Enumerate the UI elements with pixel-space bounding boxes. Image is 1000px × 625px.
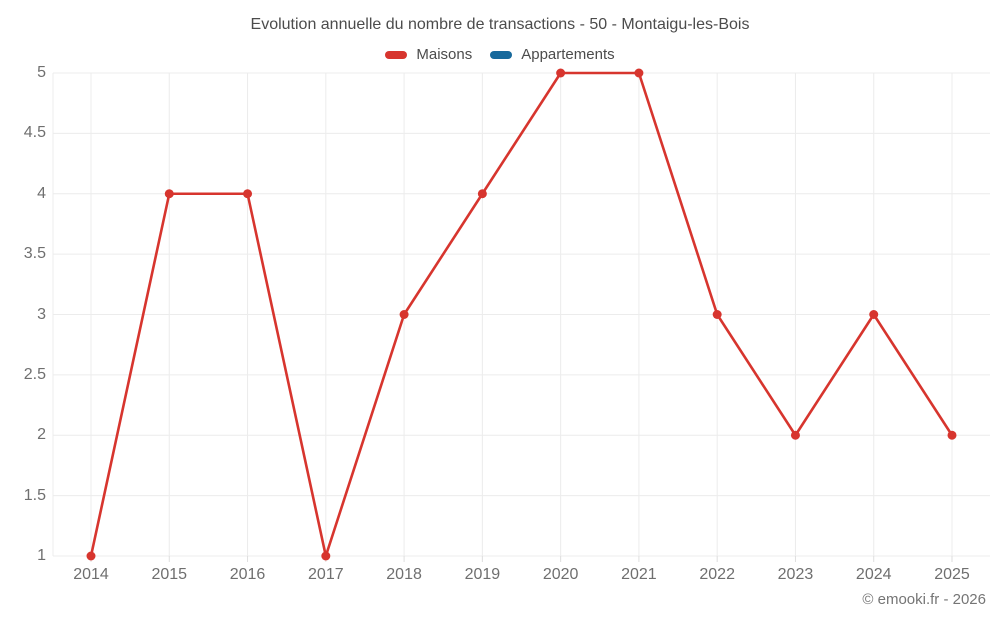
y-tick-label: 1 (37, 547, 46, 564)
legend-label: Maisons (416, 46, 473, 63)
y-tick-label: 4 (37, 184, 46, 202)
data-point-maisons-2014[interactable] (86, 551, 96, 561)
y-tick-label: 3 (37, 305, 46, 323)
legend-label: Appartements (521, 46, 615, 63)
data-point-maisons-2016[interactable] (243, 189, 253, 199)
x-tick-label-2021: 2021 (621, 566, 657, 583)
data-point-maisons-2019[interactable] (477, 189, 487, 199)
data-point-maisons-2015[interactable] (164, 189, 174, 199)
x-tick-label-2022: 2022 (699, 566, 735, 583)
y-tick-label: 2.5 (23, 365, 46, 383)
data-point-maisons-2021[interactable] (634, 68, 644, 78)
x-tick-label-2020: 2020 (542, 566, 579, 583)
y-tick-label: 3.5 (23, 245, 46, 263)
x-tick-label-2017: 2017 (308, 566, 344, 583)
x-tick-label-2014: 2014 (73, 566, 109, 583)
x-tick-label-2025: 2025 (934, 566, 970, 583)
legend-item-appartements[interactable]: Appartements (490, 46, 615, 63)
legend-item-maisons[interactable]: Maisons (385, 46, 472, 63)
chart-legend: Maisons Appartements (0, 46, 1000, 63)
y-tick-label: 4.5 (23, 124, 46, 142)
x-tick-label-2024: 2024 (855, 566, 892, 583)
x-tick-label-2023: 2023 (777, 566, 814, 583)
data-point-maisons-2017[interactable] (321, 551, 331, 561)
copyright-footer: © emooki.fr - 2026 (862, 591, 986, 608)
data-point-maisons-2020[interactable] (556, 68, 566, 78)
chart-title: Evolution annuelle du nombre de transact… (250, 16, 750, 33)
data-point-maisons-2025[interactable] (947, 430, 957, 440)
data-point-maisons-2022[interactable] (712, 310, 722, 319)
legend-swatch-maisons (385, 50, 408, 59)
y-tick-label: 2 (37, 426, 46, 444)
x-tick-label-2018: 2018 (386, 566, 422, 583)
x-tick-label-2015: 2015 (151, 566, 188, 583)
legend-swatch-appartements (490, 50, 513, 59)
series-line-maisons (89, 71, 954, 558)
x-tick-label-2016: 2016 (229, 566, 266, 583)
y-tick-label: 5 (37, 64, 46, 81)
data-point-maisons-2023[interactable] (790, 430, 800, 440)
data-point-maisons-2024[interactable] (869, 310, 879, 319)
data-point-maisons-2018[interactable] (399, 310, 409, 319)
y-tick-label: 1.5 (23, 486, 46, 504)
x-tick-label-2019: 2019 (464, 566, 501, 583)
